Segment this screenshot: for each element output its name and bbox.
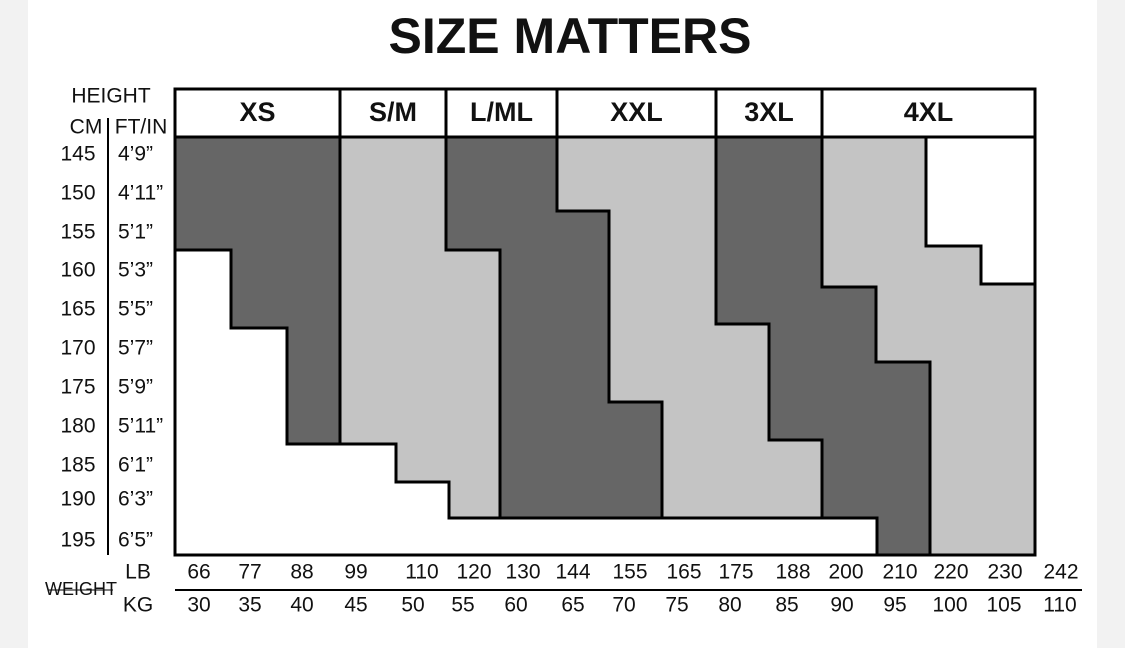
weight-lb: 220: [933, 561, 968, 584]
weight-title: WEIGHT: [45, 579, 117, 599]
size-label: 3XL: [744, 97, 794, 127]
weight-kg: 105: [986, 594, 1021, 617]
weight-lb: 210: [882, 561, 917, 584]
weight-lb: 144: [555, 561, 590, 584]
height-cm: 150: [60, 182, 95, 205]
weight-kg: 45: [344, 594, 367, 617]
weight-kg: 100: [932, 594, 967, 617]
weight-lb: 175: [718, 561, 753, 584]
weight-kg: 95: [883, 594, 906, 617]
weight-lb: 66: [187, 561, 210, 584]
weight-lb: 130: [505, 561, 540, 584]
weight-kg: 30: [187, 594, 210, 617]
grid-border: [173, 87, 1037, 557]
height-ftin: 6’5”: [118, 529, 153, 552]
height-cm: 145: [60, 143, 95, 166]
height-cm: 175: [60, 376, 95, 399]
height-cm: 155: [60, 221, 95, 244]
height-ftin: 4’9”: [118, 143, 153, 166]
height-cm: 160: [60, 259, 95, 282]
height-ftin: 5’9”: [118, 376, 153, 399]
size-label: S/M: [369, 97, 417, 127]
size-label: XXL: [610, 97, 663, 127]
weight-kg: 75: [665, 594, 688, 617]
kg-label: KG: [123, 594, 153, 617]
height-cm: 185: [60, 454, 95, 477]
weight-lb: 110: [405, 561, 438, 584]
weight-kg: 90: [830, 594, 853, 617]
weight-kg: 35: [238, 594, 261, 617]
height-cm: 195: [60, 529, 95, 552]
weight-lb: 165: [666, 561, 701, 584]
weight-kg: 40: [290, 594, 313, 617]
height-ftin: 6’1”: [118, 454, 153, 477]
height-ftin: 4’11”: [118, 182, 163, 205]
ftin-header: FT/IN: [115, 116, 168, 139]
cm-header: CM: [70, 116, 103, 139]
weight-kg: 110: [1043, 594, 1076, 617]
weight-lb: 120: [456, 561, 491, 584]
height-ftin: 5’7”: [118, 337, 153, 360]
height-cm: 165: [60, 298, 95, 321]
size-label: XS: [239, 97, 275, 127]
weight-kg: 70: [612, 594, 635, 617]
weight-lb: 242: [1043, 561, 1078, 584]
weight-lb: 200: [828, 561, 863, 584]
weight-lb: 99: [344, 561, 367, 584]
weight-kg: 65: [561, 594, 584, 617]
height-cm: 190: [60, 488, 95, 511]
weight-lb: 188: [775, 561, 810, 584]
weight-kg: 60: [504, 594, 527, 617]
weight-lb: 88: [290, 561, 313, 584]
height-ftin: 5’3”: [118, 259, 153, 282]
height-cm: 170: [60, 337, 95, 360]
size-label: 4XL: [904, 97, 954, 127]
title: SIZE MATTERS: [389, 8, 752, 64]
weight-lb: 230: [987, 561, 1022, 584]
weight-lb: 77: [238, 561, 261, 584]
height-ftin: 5’5”: [118, 298, 153, 321]
size-label: L/ML: [470, 97, 533, 127]
weight-lb: 155: [612, 561, 647, 584]
height-ftin: 6’3”: [118, 488, 153, 511]
weight-kg: 80: [718, 594, 741, 617]
weight-kg: 85: [775, 594, 798, 617]
height-title: HEIGHT: [71, 85, 151, 108]
lb-label: LB: [125, 561, 151, 584]
weight-kg: 55: [451, 594, 474, 617]
height-cm: 180: [60, 415, 95, 438]
weight-kg: 50: [401, 594, 424, 617]
height-ftin: 5’1”: [118, 221, 153, 244]
height-ftin: 5’11”: [118, 415, 163, 438]
